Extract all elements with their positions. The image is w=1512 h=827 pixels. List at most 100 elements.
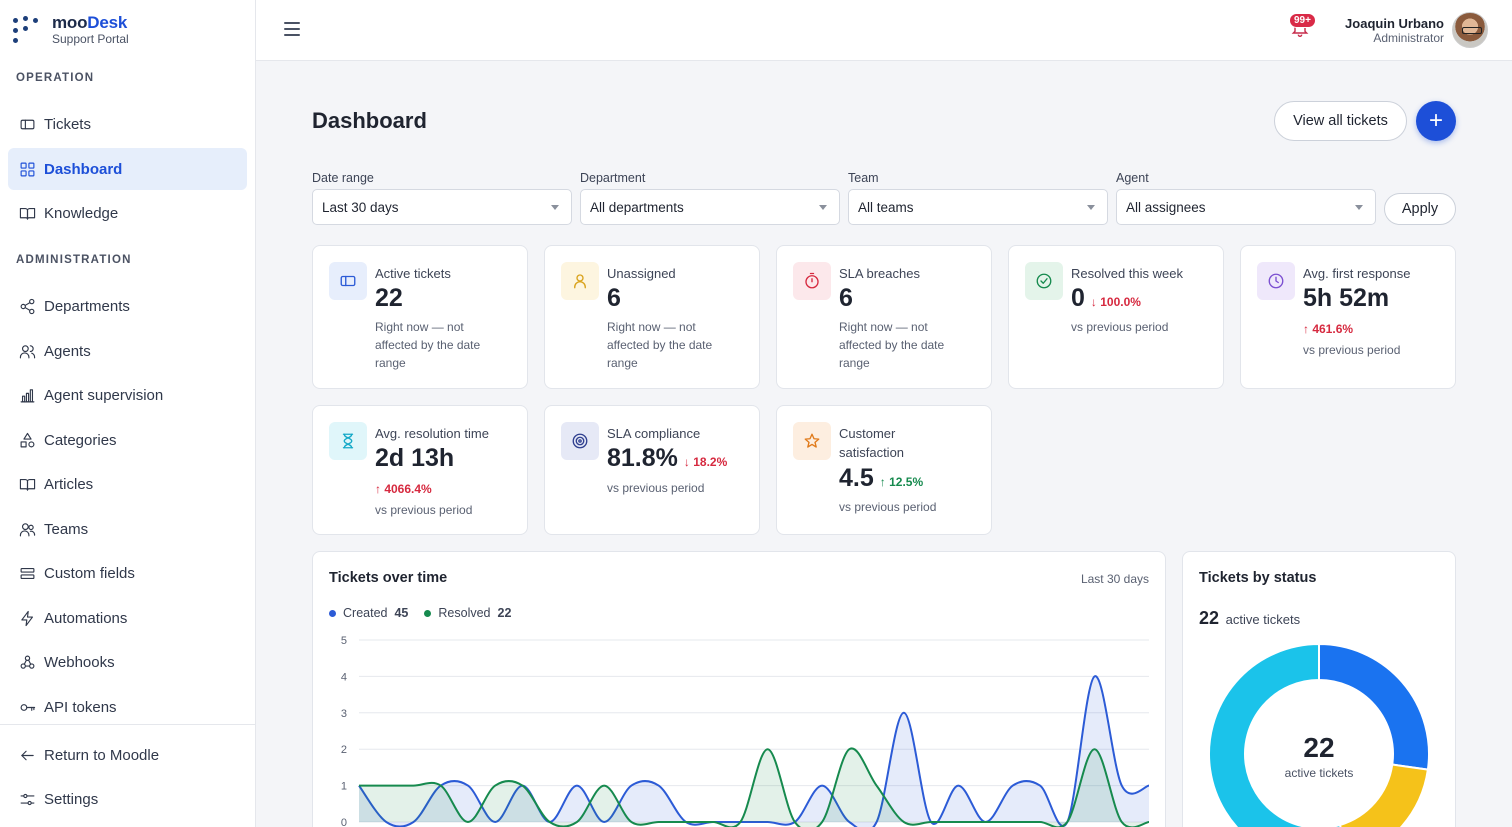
sidebar: mooDesk Support Portal OPERATION Tickets… (0, 0, 256, 827)
arrow-left-icon (18, 746, 36, 764)
sidebar-item-agents[interactable]: Agents (8, 330, 247, 372)
sidebar-item-automations[interactable]: Automations (8, 597, 247, 639)
page-title: Dashboard (312, 108, 427, 133)
kpi-card-avg-resolution-time: Avg. resolution time 2d 13h ↑ 4066.4% vs… (312, 405, 528, 535)
menu-icon[interactable] (284, 22, 300, 36)
bar-chart-icon (18, 386, 36, 404)
kpi-note: vs previous period (839, 500, 937, 514)
brand-subtitle: Support Portal (52, 32, 129, 46)
y-tick-label: 4 (341, 671, 347, 683)
select-value: All assignees (1126, 199, 1206, 215)
sidebar-item-tickets[interactable]: Tickets (8, 103, 247, 145)
series-line-created (358, 675, 1150, 827)
sidebar-item-custom-fields[interactable]: Custom fields (8, 552, 247, 594)
logo-dots-icon (10, 14, 42, 46)
tickets-by-status-donut (1208, 642, 1430, 827)
kpi-delta: ↑ 12.5% (879, 475, 924, 489)
sidebar-item-agent-supervision[interactable]: Agent supervision (8, 374, 247, 416)
kpi-card-active-tickets: Active tickets 22 Right now — not affect… (312, 245, 528, 389)
sidebar-item-api-tokens[interactable]: API tokens (8, 686, 247, 728)
user-name[interactable]: Joaquin Urbano (1345, 16, 1444, 31)
kpi-value: 4.5 (839, 464, 874, 492)
kpi-value: 0 (1071, 284, 1085, 312)
add-ticket-button[interactable]: + (1416, 101, 1456, 141)
sliders-icon (18, 790, 36, 808)
kpi-value: 22 (375, 284, 403, 312)
sidebar-item-departments[interactable]: Departments (8, 285, 247, 327)
kpi-label: Avg. resolution time (375, 426, 489, 441)
sidebar-item-articles[interactable]: Articles (8, 463, 247, 505)
bolt-icon (18, 609, 36, 627)
sidebar-item-label: Automations (44, 609, 128, 627)
kpi-note: vs previous period (1071, 320, 1169, 334)
donut-slice-1[interactable] (1338, 763, 1430, 827)
book-open-icon (18, 475, 36, 493)
chart-range: Last 30 days (1080, 572, 1149, 586)
clock-icon (1257, 262, 1295, 300)
filter-label-department: Department (580, 171, 646, 185)
kpi-delta: ↑ 461.6% (1303, 322, 1354, 336)
sidebar-item-label: Knowledge (44, 204, 119, 222)
kpi-delta: ↓ 18.2% (683, 455, 728, 469)
sidebar-item-label: Categories (44, 431, 117, 449)
user-icon (561, 262, 599, 300)
date-range-select[interactable]: Last 30 days (312, 189, 572, 225)
tickets-by-status-card: Tickets by status 22 active tickets 22 a… (1182, 551, 1456, 827)
legend-label: Created (343, 606, 388, 620)
sidebar-item-categories[interactable]: Categories (8, 419, 247, 461)
team-select[interactable]: All teams (848, 189, 1108, 225)
donut-center-label: active tickets (1284, 766, 1354, 780)
kpi-label: Unassigned (607, 266, 676, 281)
share-icon (18, 297, 36, 315)
kpi-label: Avg. first response (1303, 266, 1411, 281)
target-icon (561, 422, 599, 460)
y-tick-label: 1 (341, 781, 347, 793)
kpi-delta: ↑ 4066.4% (375, 482, 432, 496)
sidebar-item-label: Dashboard (44, 160, 123, 178)
chart-legend: Created 45 Resolved 22 (329, 606, 527, 620)
sidebar-item-return-to-moodle[interactable]: Return to Moodle (8, 734, 247, 776)
sidebar-item-label: Custom fields (44, 564, 135, 582)
sidebar-item-dashboard[interactable]: Dashboard (8, 148, 247, 190)
status-total-label: active tickets (1225, 612, 1301, 627)
view-all-tickets-button[interactable]: View all tickets (1274, 101, 1407, 141)
sidebar-item-knowledge[interactable]: Knowledge (8, 192, 247, 234)
brand-logo[interactable]: mooDesk Support Portal (10, 14, 129, 46)
legend-count: 22 (497, 606, 512, 620)
status-total-value: 22 (1199, 608, 1220, 628)
kpi-value: 6 (839, 284, 853, 312)
kpi-note: Right now — not affected by the date ran… (839, 320, 945, 370)
legend-item-resolved[interactable]: Resolved 22 (424, 606, 511, 620)
sidebar-item-label: Webhooks (44, 653, 115, 671)
fields-icon (18, 564, 36, 582)
chevron-down-icon (551, 205, 559, 210)
chevron-down-icon (1087, 205, 1095, 210)
kpi-note: vs previous period (607, 481, 705, 495)
department-select[interactable]: All departments (580, 189, 840, 225)
legend-count: 45 (394, 606, 409, 620)
apply-filters-button[interactable]: Apply (1384, 193, 1456, 225)
notification-badge: 99+ (1289, 13, 1316, 28)
kpi-value: 2d 13h (375, 444, 455, 472)
legend-label: Resolved (438, 606, 491, 620)
kpi-label: SLA compliance (607, 426, 701, 441)
donut-slice-2[interactable] (1208, 642, 1350, 827)
ticket-icon (329, 262, 367, 300)
user-role: Administrator (1373, 31, 1444, 45)
key-icon (18, 698, 36, 716)
legend-item-created[interactable]: Created 45 (329, 606, 408, 620)
agent-select[interactable]: All assignees (1116, 189, 1376, 225)
sidebar-item-label: API tokens (44, 698, 117, 716)
status-total: 22 active tickets (1199, 608, 1300, 629)
kpi-value: 6 (607, 284, 621, 312)
sidebar-item-teams[interactable]: Teams (8, 508, 247, 550)
kpi-card-resolved-this-week: Resolved this week 0 ↓ 100.0% vs previous… (1008, 245, 1224, 389)
kpi-note: vs previous period (1303, 343, 1401, 357)
filter-label-agent: Agent (1116, 171, 1149, 185)
kpi-note: vs previous period (375, 503, 473, 517)
sidebar-item-settings[interactable]: Settings (8, 778, 247, 820)
chevron-down-icon (1355, 205, 1363, 210)
kpi-card-avg-first-response: Avg. first response 5h 52m ↑ 461.6% vs p… (1240, 245, 1456, 389)
sidebar-item-webhooks[interactable]: Webhooks (8, 641, 247, 683)
avatar[interactable] (1452, 12, 1488, 48)
